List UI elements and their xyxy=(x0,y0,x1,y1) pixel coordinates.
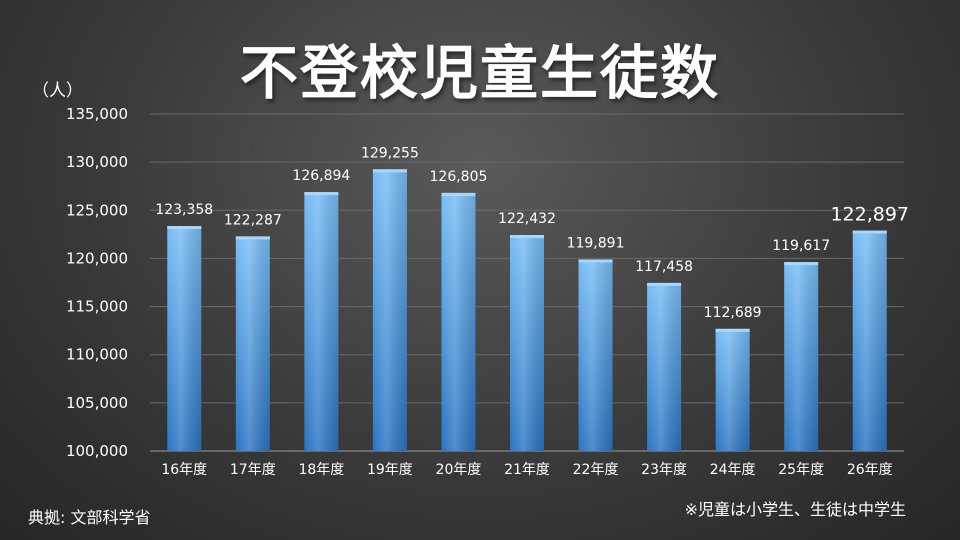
data-label: 112,689 xyxy=(704,305,762,321)
x-tick-label: 24年度 xyxy=(710,462,756,478)
bar-sheen xyxy=(235,236,270,451)
x-tick-label: 22年度 xyxy=(573,462,619,478)
data-label: 129,255 xyxy=(361,145,419,161)
y-tick-label: 130,000 xyxy=(66,153,128,171)
data-label: 122,897 xyxy=(830,204,909,226)
bar-sheen xyxy=(510,235,544,451)
y-axis-unit-label: （人） xyxy=(32,81,83,101)
bar-sheen xyxy=(372,169,407,451)
bar-top-highlight xyxy=(578,259,613,263)
x-tick-label: 17年度 xyxy=(230,462,276,478)
y-tick-label: 100,000 xyxy=(66,442,128,460)
data-label: 126,805 xyxy=(430,169,488,185)
y-tick-label: 110,000 xyxy=(66,346,128,364)
bar-sheen xyxy=(578,259,613,451)
x-tick-label: 16年度 xyxy=(161,462,207,478)
bar-top-highlight xyxy=(647,282,682,286)
source-note: 典拠: 文部科学省 xyxy=(28,508,151,527)
x-tick-label: 20年度 xyxy=(436,462,482,478)
bar-sheen xyxy=(852,230,887,451)
x-tick-label: 19年度 xyxy=(367,462,413,478)
data-label: 123,358 xyxy=(155,202,213,218)
bar-sheen xyxy=(647,282,682,451)
bar-sheen xyxy=(304,192,339,451)
x-tick-label: 26年度 xyxy=(847,462,893,478)
bar-top-highlight xyxy=(784,262,819,266)
data-label: 126,894 xyxy=(292,168,350,184)
bar-top-highlight xyxy=(304,192,339,196)
bar-top-highlight xyxy=(715,328,750,332)
footnote: ※児童は小学生、生徒は中学生 xyxy=(684,500,906,519)
bar-top-highlight xyxy=(372,169,407,173)
x-tick-label: 18年度 xyxy=(298,462,344,478)
bar-sheen xyxy=(784,262,819,451)
y-tick-label: 105,000 xyxy=(66,394,128,412)
bar-top-highlight xyxy=(167,226,202,230)
data-label: 122,432 xyxy=(498,211,556,227)
data-label: 122,287 xyxy=(224,212,282,228)
bar-sheen xyxy=(441,192,476,452)
x-tick-label: 21年度 xyxy=(504,462,550,478)
y-tick-label: 135,000 xyxy=(66,105,128,123)
bar-top-highlight xyxy=(510,235,544,239)
bar-sheen xyxy=(715,328,750,451)
chart-title: 不登校児童生徒数 xyxy=(239,39,720,107)
x-tick-label: 25年度 xyxy=(778,462,824,478)
y-tick-label: 120,000 xyxy=(66,249,128,267)
bar-top-highlight xyxy=(235,236,270,240)
y-tick-label: 115,000 xyxy=(66,298,128,316)
data-label: 119,617 xyxy=(772,238,830,254)
y-tick-label: 125,000 xyxy=(66,201,128,219)
bar-top-highlight xyxy=(441,192,476,196)
x-tick-label: 23年度 xyxy=(641,462,687,478)
bar-sheen xyxy=(167,226,202,451)
data-label: 119,891 xyxy=(567,235,625,251)
data-label: 117,458 xyxy=(635,259,693,275)
bar-top-highlight xyxy=(852,230,887,234)
